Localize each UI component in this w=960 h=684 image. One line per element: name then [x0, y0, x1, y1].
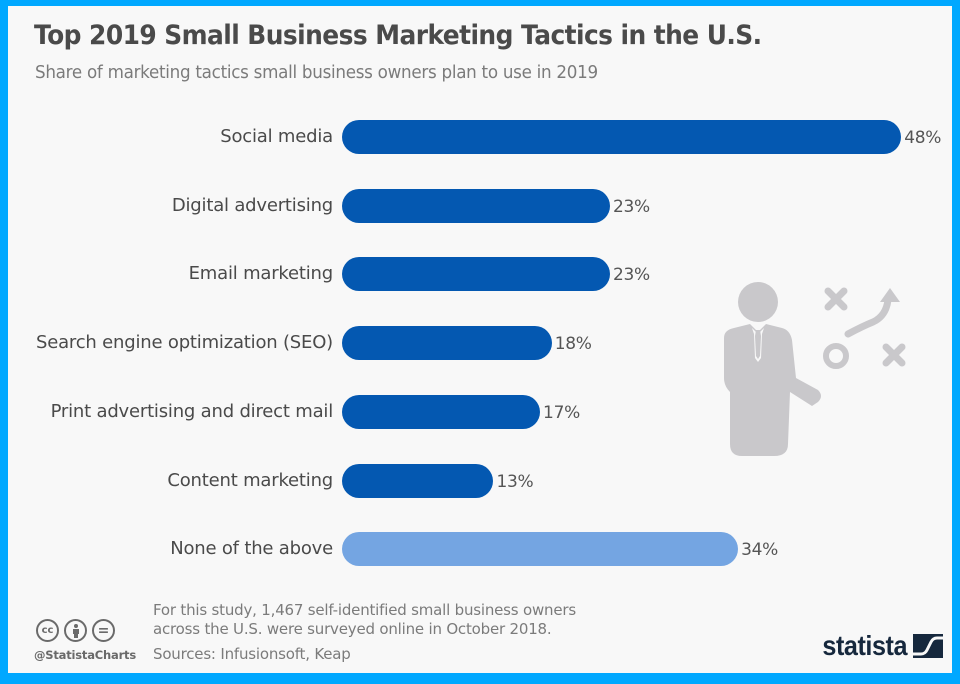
statista-logo[interactable]: statista — [813, 630, 944, 662]
bar-value-label: 17% — [543, 402, 580, 423]
bar — [342, 120, 902, 154]
bar-row: Print advertising and direct mail 17% — [8, 394, 952, 429]
statista-logo-text: statista — [822, 630, 908, 661]
bar-row: Search engine optimization (SEO) 18% — [8, 326, 952, 361]
bar — [342, 532, 739, 567]
statista-handle: @StatistaCharts — [34, 648, 136, 662]
bar — [342, 394, 541, 429]
bar-label: Digital advertising — [171, 194, 333, 216]
bar-chart: Social media 48% Digital advertising 23% Ema… — [8, 6, 952, 606]
bar-value-label: 23% — [612, 196, 650, 217]
chart-subtitle: Share of marketing tactics small busines… — [35, 62, 598, 83]
bar-label: Print advertising and direct mail — [50, 400, 334, 422]
by-attribution-icon — [64, 619, 87, 642]
bar-row: None of the above 34% — [8, 532, 952, 567]
bar — [342, 188, 610, 223]
nd-no-derivatives-icon: = — [92, 619, 115, 642]
footer-note: For this study, 1,467 self-identified sm… — [153, 601, 576, 664]
bar-value-label: 23% — [612, 265, 650, 286]
bar-label: Email marketing — [188, 263, 334, 285]
bar-row: Content marketing 13% — [8, 463, 952, 498]
bar-label: Social media — [220, 126, 333, 147]
bar-value-label: 48% — [904, 128, 942, 148]
chart-title: Top 2019 Small Business Marketing Tactic… — [34, 20, 762, 51]
license-icons: cc = — [36, 619, 115, 642]
bar — [342, 463, 494, 498]
bar-label: None of the above — [170, 538, 333, 560]
bar-label: Content marketing — [167, 469, 333, 491]
strategy-businessman-icon — [724, 282, 906, 456]
bar-row: Social media 48% — [8, 120, 952, 154]
bar-label: Search engine optimization (SEO) — [36, 332, 333, 354]
infographic-card: Top 2019 Small Business Marketing Tactic… — [8, 6, 952, 673]
bar-value-label: 18% — [554, 334, 592, 355]
sources-text: Sources: Infusionsoft, Keap — [153, 645, 351, 663]
bar-value-label: 34% — [741, 540, 778, 561]
bar — [342, 326, 552, 361]
statista-logo-mark-icon — [913, 634, 944, 658]
cc-icon: cc — [36, 619, 59, 642]
bar-value-label: 13% — [496, 471, 534, 492]
study-note-line-1: For this study, 1,467 self-identified sm… — [153, 601, 576, 619]
bar-row: Email marketing 23% — [8, 257, 952, 292]
bar-row: Digital advertising 23% — [8, 188, 952, 223]
bar — [342, 257, 610, 292]
person-icon — [72, 623, 79, 638]
study-note-line-2: across the U.S. were surveyed online in … — [153, 620, 552, 638]
